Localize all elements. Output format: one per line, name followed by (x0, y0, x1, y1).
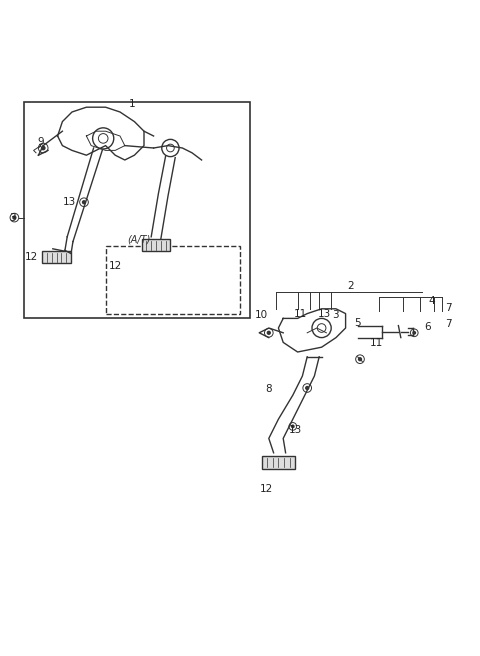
Text: 2: 2 (347, 281, 354, 291)
Circle shape (291, 424, 295, 428)
Text: 13: 13 (63, 197, 76, 207)
Text: 12: 12 (108, 261, 122, 271)
Text: 11: 11 (370, 338, 384, 348)
Circle shape (305, 386, 310, 390)
Text: 1: 1 (129, 99, 135, 109)
Circle shape (12, 215, 16, 220)
Circle shape (412, 331, 416, 335)
Bar (42, 251, 71, 264)
Bar (142, 239, 170, 251)
Text: 10: 10 (255, 310, 268, 319)
Text: 5: 5 (354, 318, 361, 328)
Text: 12: 12 (24, 253, 38, 262)
Circle shape (267, 331, 271, 335)
Bar (24, 102, 250, 318)
Text: 11: 11 (293, 308, 307, 319)
Text: 8: 8 (265, 384, 272, 394)
Text: 3: 3 (332, 310, 338, 319)
Text: 9: 9 (37, 137, 44, 147)
Bar (262, 456, 295, 468)
Circle shape (41, 146, 46, 150)
Text: 13: 13 (288, 425, 302, 435)
Text: 7: 7 (445, 303, 452, 313)
Circle shape (358, 357, 362, 361)
Bar (106, 247, 240, 314)
Text: 12: 12 (260, 484, 273, 494)
Circle shape (82, 200, 86, 205)
Text: (A/T): (A/T) (127, 234, 151, 245)
Text: 6: 6 (424, 322, 431, 332)
Text: 7: 7 (445, 319, 452, 329)
Text: 4: 4 (429, 296, 435, 306)
Text: 3: 3 (9, 213, 15, 222)
Text: 13: 13 (317, 308, 331, 319)
